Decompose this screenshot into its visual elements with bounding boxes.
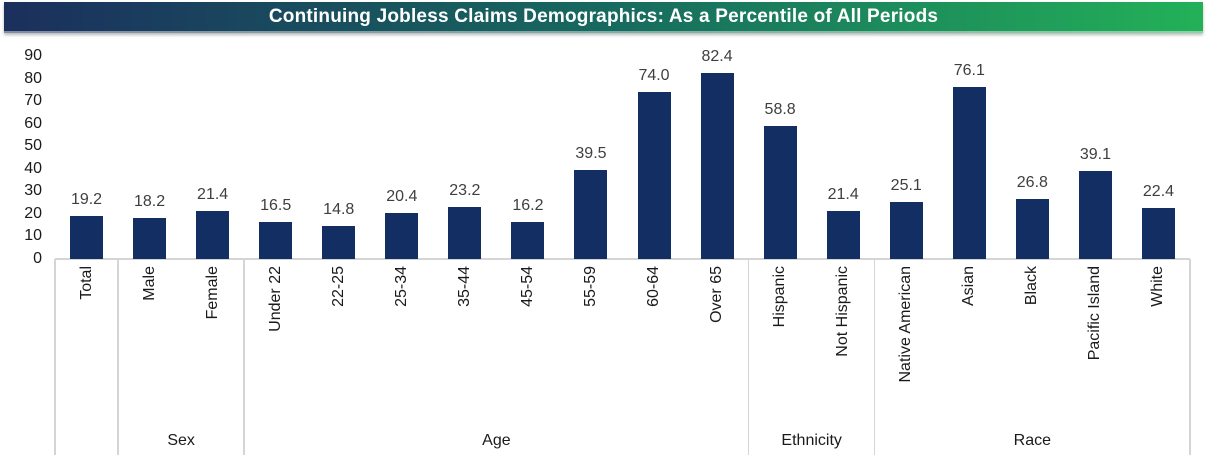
bar-female <box>196 210 230 259</box>
category-label-text: 60-64 <box>645 266 663 307</box>
value-label: 22.4 <box>1142 183 1175 201</box>
category-label: Female <box>202 266 224 319</box>
bar-native-american <box>889 202 923 259</box>
bar-pacific-island <box>1078 170 1112 259</box>
value-label: 16.2 <box>512 197 544 215</box>
category-label-text: 45-54 <box>518 266 536 307</box>
bar-35-44 <box>448 206 482 259</box>
chart-title-bar: Continuing Jobless Claims Demographics: … <box>4 2 1203 33</box>
group-divider <box>54 259 56 455</box>
group-divider <box>1189 259 1191 455</box>
group-divider <box>747 259 750 455</box>
y-axis-tick-label: 20 <box>24 204 42 222</box>
category-label: Asian <box>958 266 980 306</box>
category-label: Black <box>1021 266 1043 305</box>
y-axis-tick-label: 60 <box>24 114 42 132</box>
group-divider <box>243 259 245 455</box>
category-label: 60-64 <box>643 266 665 307</box>
value-label: 76.1 <box>953 62 985 80</box>
category-label-text: Not Hispanic <box>834 266 852 357</box>
bar-asian <box>952 87 986 259</box>
category-label-text: Asian <box>960 266 978 307</box>
value-label: 21.4 <box>197 185 229 203</box>
chart-title: Continuing Jobless Claims Demographics: … <box>268 5 939 27</box>
value-label: 14.8 <box>323 200 355 218</box>
value-label: 23.2 <box>449 181 481 199</box>
category-label-text: Male <box>140 266 158 301</box>
y-axis-tick-label: 30 <box>24 182 42 200</box>
group-label: Age <box>482 432 511 449</box>
bar-male <box>133 217 167 259</box>
y-axis-tick-label: 40 <box>24 159 42 177</box>
category-label: 22-25 <box>328 266 350 307</box>
value-label: 25.1 <box>890 177 922 195</box>
category-label: 35-44 <box>454 266 476 307</box>
category-label-text: 25-34 <box>392 266 410 307</box>
category-label: 45-54 <box>517 266 539 307</box>
value-label: 58.8 <box>764 101 796 119</box>
value-label: 16.5 <box>260 196 292 214</box>
group-divider <box>117 259 119 455</box>
category-label-text: Over 65 <box>708 266 726 323</box>
y-axis-tick-label: 80 <box>24 69 42 87</box>
category-label: Under 22 <box>265 266 287 332</box>
category-label-text: Native American <box>897 266 915 383</box>
group-label: Race <box>1013 432 1052 449</box>
value-label: 19.2 <box>70 190 103 208</box>
category-label-text: Black <box>1023 266 1041 306</box>
category-label: Pacific Island <box>1084 266 1106 360</box>
category-label: Total <box>76 266 98 300</box>
category-label: Not Hispanic <box>832 266 854 357</box>
x-axis-line <box>55 258 1190 260</box>
category-label: Native American <box>895 266 917 383</box>
bar-25-34 <box>385 212 419 259</box>
value-label: 74.0 <box>638 67 670 85</box>
value-label: 82.4 <box>701 48 733 66</box>
category-label-text: Total <box>77 266 95 300</box>
category-label-text: 22-25 <box>329 266 347 307</box>
y-axis-tick-label: 50 <box>24 137 42 155</box>
group-label: Ethnicity <box>781 432 842 449</box>
bar-over-65 <box>700 73 734 259</box>
category-label-text: White <box>1149 266 1167 307</box>
group-divider <box>873 259 876 455</box>
y-axis-tick-label: 10 <box>24 227 42 245</box>
bar-45-54 <box>511 222 545 259</box>
category-label-text: 55-59 <box>581 266 599 307</box>
category-label: 25-34 <box>391 266 413 307</box>
category-label: Over 65 <box>706 266 728 323</box>
category-label: Male <box>139 266 161 301</box>
value-label: 20.4 <box>386 187 418 205</box>
category-label-text: Female <box>203 266 221 320</box>
bar-not-hispanic <box>826 210 860 259</box>
bar-white <box>1141 208 1175 259</box>
category-label-text: 35-44 <box>455 266 473 307</box>
bar-60-64 <box>637 92 671 259</box>
category-label-text: Under 22 <box>266 266 284 332</box>
bar-22-25 <box>322 225 356 259</box>
category-label-text: Hispanic <box>771 266 789 328</box>
bar-black <box>1015 198 1049 259</box>
bar-under-22 <box>259 221 293 259</box>
y-axis-tick-label: 70 <box>24 92 42 110</box>
y-axis-tick-label: 90 <box>24 47 42 64</box>
bar-total <box>70 215 104 259</box>
bar-hispanic <box>763 126 797 259</box>
category-label: 55-59 <box>580 266 602 307</box>
value-label: 18.2 <box>134 192 166 210</box>
bar-55-59 <box>574 169 608 259</box>
category-label-text: Pacific Island <box>1086 266 1104 361</box>
category-label: White <box>1147 266 1169 307</box>
y-axis-tick-label: 0 <box>33 250 42 267</box>
category-label: Hispanic <box>769 266 791 327</box>
group-label: Sex <box>167 432 195 449</box>
value-label: 39.1 <box>1079 145 1111 163</box>
value-label: 26.8 <box>1016 173 1048 191</box>
value-label: 21.4 <box>827 185 859 203</box>
value-label: 39.5 <box>575 144 607 162</box>
